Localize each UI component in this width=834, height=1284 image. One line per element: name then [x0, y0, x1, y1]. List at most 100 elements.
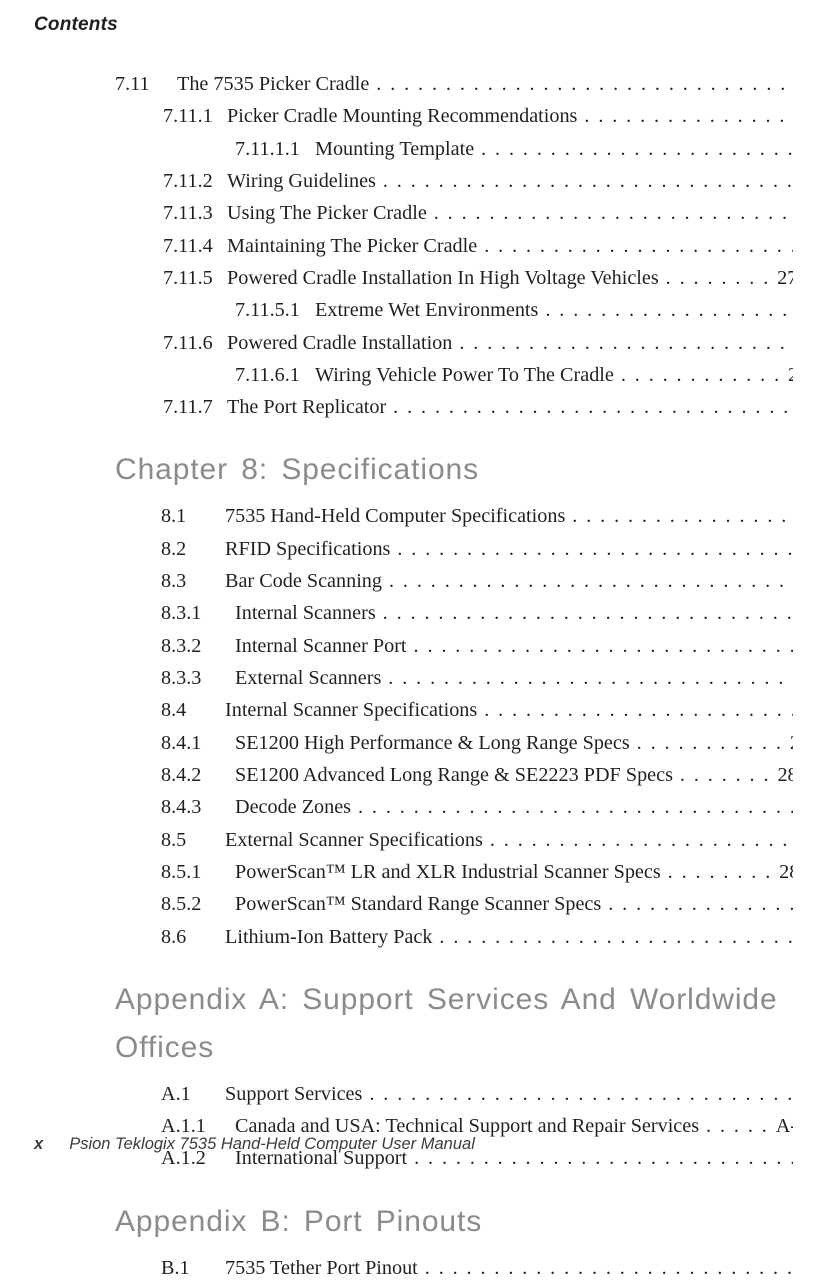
leader-dots: . . . . . . . . . . . . . . . . . . . . … [477, 699, 793, 721]
entry-number: 7.11.2 [163, 165, 227, 197]
leader-dots: . . . . . . . . . . . . . . . . [577, 105, 793, 127]
entry-number: 7.11.6.1 [235, 364, 315, 386]
toc-entry: 7.11.5.1 Extreme Wet Environments . . . … [115, 294, 793, 326]
entry-number: 8.5.1 [161, 856, 235, 888]
leader-dots: . . . . . . . . . . . . [614, 364, 788, 386]
toc-entry: 8.4.3Decode Zones . . . . . . . . . . . … [115, 791, 793, 823]
leader-dots: . . . . . . . . . . . . . . . . . . . . … [376, 170, 793, 192]
entry-title: Bar Code Scanning [225, 570, 382, 592]
leader-dots: . . . . . . . . . . . . . . . . . . . . … [369, 73, 793, 95]
toc-entry: 8.17535 Hand-Held Computer Specification… [115, 500, 793, 532]
entry-title: 7535 Hand-Held Computer Specifications [225, 505, 565, 527]
leader-dots: . . . . . . . . . . . . . . . . . . . [538, 299, 793, 321]
toc-entry: 8.4Internal Scanner Specifications . . .… [115, 694, 793, 726]
leader-dots: . . . . . . . . . . . . . . . . . . . . … [452, 332, 793, 354]
entry-title: SE1200 Advanced Long Range & SE2223 PDF … [235, 764, 673, 786]
toc-entry: 8.3Bar Code Scanning . . . . . . . . . .… [115, 565, 793, 597]
toc-entry: 7.11.6Powered Cradle Installation . . . … [115, 327, 793, 359]
toc-entry: 8.4.2SE1200 Advanced Long Range & SE2223… [115, 759, 793, 791]
entry-number: 8.4.3 [161, 791, 235, 823]
entry-title: Canada and USA: Technical Support and Re… [235, 1115, 699, 1137]
leader-dots: . . . . . [699, 1115, 776, 1137]
table-of-contents: 7.11The 7535 Picker Cradle . . . . . . .… [115, 68, 793, 1284]
leader-dots: . . . . . . . . [661, 861, 779, 883]
entry-title: Internal Scanner Specifications [225, 699, 477, 721]
entry-title: PowerScan™ LR and XLR Industrial Scanner… [235, 861, 661, 883]
entry-number: 7.11.5.1 [235, 299, 315, 321]
toc-entry: 8.2RFID Specifications . . . . . . . . .… [115, 533, 793, 565]
entry-number: 8.3.1 [161, 597, 235, 629]
leader-dots: . . . . . . . . . . . . . . . . . . . . … [362, 1083, 793, 1105]
entry-number: 7.11.1.1 [235, 138, 315, 160]
entry-number: 8.1 [161, 500, 225, 532]
entry-title: The Port Replicator [227, 396, 386, 418]
entry-number: 7.11.3 [163, 197, 227, 229]
toc-entry: B.17535 Tether Port Pinout . . . . . . .… [115, 1252, 793, 1284]
leader-dots: . . . . . . . . . . . . . . . . . . . . … [376, 602, 793, 624]
toc-entry: 7.11.1Picker Cradle Mounting Recommendat… [115, 100, 793, 132]
toc-entry: 8.3.3External Scanners . . . . . . . . .… [115, 662, 793, 694]
entry-title: Support Services [225, 1083, 362, 1105]
leader-dots: . . . . . . . . . . . . . . . . . . . . … [418, 1257, 793, 1279]
chapter-heading: Appendix B: Port Pinouts [115, 1198, 793, 1246]
entry-title: Extreme Wet Environments [315, 299, 538, 321]
toc-entry: 7.11.7The Port Replicator . . . . . . . … [115, 391, 793, 423]
footer: x Psion Teklogix 7535 Hand-Held Computer … [34, 1135, 475, 1154]
entry-number: 8.3.3 [161, 662, 235, 694]
entry-number: 7.11 [115, 68, 177, 100]
leader-dots: . . . . . . . . . . . . . . . . . . . . … [427, 202, 793, 224]
entry-number: 8.6 [161, 921, 225, 953]
toc-entry: 8.6Lithium-Ion Battery Pack . . . . . . … [115, 921, 793, 953]
entry-page: 284 [779, 861, 793, 883]
entry-number: 7.11.5 [163, 262, 227, 294]
entry-number: A.1 [161, 1078, 225, 1110]
entry-number: 8.3.2 [161, 630, 235, 662]
leader-dots: . . . . . . . . . . . . . . . . . . . . … [474, 138, 793, 160]
entry-number: 8.4 [161, 694, 225, 726]
toc-entry: 8.5.1PowerScan™ LR and XLR Industrial Sc… [115, 856, 793, 888]
entry-number: 8.5 [161, 824, 225, 856]
toc-entry: 8.3.1Internal Scanners . . . . . . . . .… [115, 597, 793, 629]
entry-title: PowerScan™ Standard Range Scanner Specs [235, 893, 601, 915]
chapter-heading: Appendix A: Support Services And Worldwi… [115, 976, 793, 1072]
entry-title: Powered Cradle Installation In High Volt… [227, 267, 659, 289]
entry-title: Mounting Template [315, 138, 474, 160]
leader-dots: . . . . . . . . . . . . . . [601, 893, 793, 915]
entry-number: 8.5.2 [161, 888, 235, 920]
toc-entry: 7.11.1.1 Mounting Template . . . . . . .… [115, 133, 793, 165]
leader-dots: . . . . . . . . . . . . . . . . . . . . … [390, 538, 793, 560]
entry-title: SE1200 High Performance & Long Range Spe… [235, 732, 630, 754]
entry-number: 7.11.1 [163, 100, 227, 132]
leader-dots: . . . . . . . [673, 764, 778, 786]
toc-entry: A.1Support Services . . . . . . . . . . … [115, 1078, 793, 1110]
entry-page: 271 [777, 267, 793, 289]
entry-title: Lithium-Ion Battery Pack [225, 926, 432, 948]
entry-number: 8.4.2 [161, 759, 235, 791]
leader-dots: . . . . . . . . . . . . . . . . . . . . … [483, 829, 793, 851]
toc-entry: 7.11.4Maintaining The Picker Cradle . . … [115, 230, 793, 262]
entry-title: Powered Cradle Installation [227, 332, 452, 354]
entry-title: Internal Scanners [235, 602, 376, 624]
entry-title: 7535 Tether Port Pinout [225, 1257, 418, 1279]
toc-entry: 8.5External Scanner Specifications . . .… [115, 824, 793, 856]
entry-number: 8.3 [161, 565, 225, 597]
page-number: x [34, 1135, 43, 1153]
leader-dots: . . . . . . . . . . . . . . . . . . . . … [386, 396, 793, 418]
leader-dots: . . . . . . . . . . . . . . . . . . . . … [351, 796, 793, 818]
entry-number: 7.11.6 [163, 327, 227, 359]
footer-title: Psion Teklogix 7535 Hand-Held Computer U… [69, 1135, 475, 1153]
entry-title: Internal Scanner Port [235, 635, 407, 657]
toc-entry: 7.11.2Wiring Guidelines . . . . . . . . … [115, 165, 793, 197]
chapter-heading: Chapter 8: Specifications [115, 446, 793, 494]
leader-dots: . . . . . . . . . . . . . . . . . . . . … [407, 635, 793, 657]
entry-title: Maintaining The Picker Cradle [227, 235, 477, 257]
entry-number: B.1 [161, 1252, 225, 1284]
running-header: Contents [34, 14, 118, 36]
toc-entry: 7.11The 7535 Picker Cradle . . . . . . .… [115, 68, 793, 100]
toc-entry: 7.11.3Using The Picker Cradle . . . . . … [115, 197, 793, 229]
entry-page: 282 [777, 764, 793, 786]
page: Contents 7.11The 7535 Picker Cradle . . … [0, 0, 834, 1176]
entry-title: External Scanner Specifications [225, 829, 483, 851]
leader-dots: . . . . . . . . [659, 267, 777, 289]
entry-title: RFID Specifications [225, 538, 390, 560]
